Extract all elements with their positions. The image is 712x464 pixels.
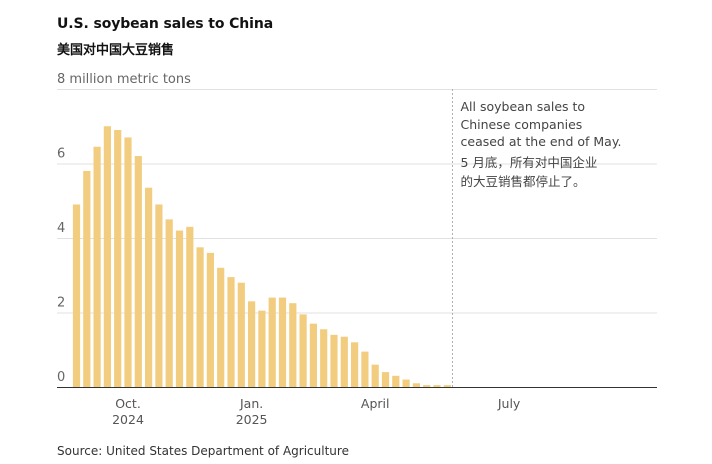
bar	[72, 204, 81, 387]
bar	[268, 297, 276, 387]
chart-title: U.S. soybean sales to China	[57, 16, 274, 32]
bar	[361, 351, 369, 387]
annotation-text: All soybean sales to	[461, 99, 586, 114]
bar	[186, 226, 194, 387]
bar	[237, 282, 245, 387]
bar	[402, 379, 410, 387]
bar	[443, 385, 451, 387]
x-tick-label: July	[497, 396, 521, 411]
bar	[258, 310, 266, 387]
bar	[83, 170, 91, 387]
y-tick-label: 0	[57, 370, 65, 385]
y-tick-label: 2	[57, 296, 65, 311]
bar	[196, 247, 204, 387]
bar	[392, 375, 400, 387]
bar	[155, 204, 163, 387]
x-tick-year: 2025	[236, 412, 268, 427]
bar	[93, 146, 101, 387]
bar	[124, 137, 132, 387]
bar	[145, 187, 153, 387]
bar	[206, 252, 214, 387]
annotation-text: 的大豆销售都停止了。	[461, 174, 586, 189]
bar	[412, 383, 420, 387]
bar	[351, 342, 359, 387]
y-tick-label: 8 million metric tons	[57, 72, 191, 87]
bar	[423, 385, 431, 387]
bars	[72, 126, 451, 388]
bar	[175, 230, 184, 387]
bar	[381, 372, 390, 387]
bar	[330, 334, 338, 387]
bar	[289, 303, 297, 387]
bar	[278, 297, 287, 387]
bar	[340, 336, 348, 387]
x-tick-label: Oct.	[115, 396, 141, 411]
x-tick-year: 2024	[112, 412, 144, 427]
chart-subtitle: 美国对中国大豆销售	[57, 43, 175, 58]
bar	[103, 126, 111, 387]
annotation-text: 5 月底，所有对中国企业	[461, 155, 598, 170]
annotation-text: ceased at the end of May.	[461, 134, 622, 149]
bar	[114, 129, 122, 387]
source-note: Source: United States Department of Agri…	[57, 444, 349, 458]
annotation-text: Chinese companies	[461, 117, 583, 132]
bar	[371, 364, 379, 387]
y-tick-label: 6	[57, 147, 65, 162]
bar	[227, 277, 235, 387]
x-axis-ticks: Oct.2024 Jan.2025 April July	[112, 396, 521, 427]
x-tick-label: April	[361, 396, 390, 411]
bar	[433, 385, 441, 387]
y-axis-ticks: 0 2 4 6 8 million metric tons	[57, 72, 191, 385]
bar	[217, 267, 225, 387]
bar	[134, 156, 142, 387]
bar	[309, 323, 317, 387]
bar	[165, 219, 173, 388]
y-tick-label: 4	[57, 221, 65, 236]
bar	[320, 329, 328, 387]
bar	[299, 314, 307, 387]
bar	[248, 301, 256, 387]
x-tick-label: Jan.	[239, 396, 263, 411]
annotation: All soybean sales to Chinese companies cea…	[452, 89, 622, 387]
